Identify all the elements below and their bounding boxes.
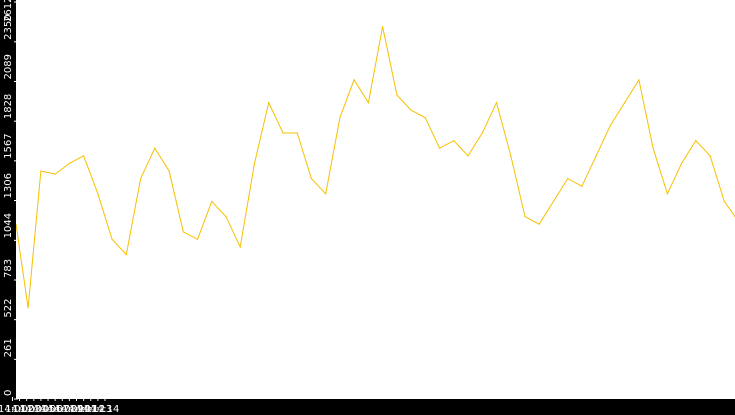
data-point [27,307,29,309]
data-point [268,102,270,104]
x-tick-label: 14:02 [5,404,34,415]
data-point [325,193,327,195]
data-point [510,155,512,157]
y-axis-bar [0,0,16,415]
data-point [68,162,70,164]
y-tick-label: 1828 [3,94,14,119]
data-point [196,238,199,240]
data-point [225,216,227,218]
y-tick-label: 2350 [3,14,14,39]
data-point [140,178,142,180]
x-tick-label: 14:14 [91,404,120,415]
x-tick-label: 14:07 [41,404,70,415]
x-tick-label: 14:05 [27,404,56,415]
y-tick-label: 2612 [3,0,14,22]
series-line-0 [15,26,735,308]
data-point [609,124,612,126]
data-point [567,178,569,180]
data-point [367,102,369,104]
x-tick-label: 14:12 [76,404,105,415]
data-point [382,26,384,28]
data-point [310,178,312,180]
data-point [54,173,56,175]
data-point [168,170,170,172]
x-axis-bar [0,399,735,415]
data-point [239,246,241,248]
data-point [666,193,669,195]
data-point [211,200,213,202]
y-tick-label: 1567 [3,133,14,158]
y-tick-label: 522 [3,299,14,318]
data-point [723,200,725,202]
data-point [581,185,583,187]
x-tick-label: 14:04 [19,404,48,415]
data-point [125,254,127,256]
data-point [524,216,526,218]
x-tick-label: 14:09 [55,404,84,415]
y-tick-label: 2089 [3,54,14,79]
data-point [495,102,498,104]
data-point [552,200,555,202]
data-point [624,102,626,104]
data-point [353,79,355,81]
x-tick-label: 14:10 [62,404,91,415]
y-tick-label: 261 [3,338,14,357]
data-point [424,117,426,119]
x-axis-ticks: 14:0114:0214:0314:0414:0514:0614:0714:08… [0,397,119,415]
x-tick-label: 14:03 [12,404,41,415]
data-point [182,231,184,233]
data-point [638,79,640,81]
data-point [453,140,455,142]
x-tick-label: 14:01 [0,404,27,415]
data-point [396,94,398,96]
data-point [97,193,99,195]
data-point [40,170,42,172]
series-layer [15,26,735,309]
data-point [595,155,597,157]
data-point [481,132,483,134]
data-point [111,238,113,240]
data-point [296,132,298,134]
data-point [467,155,469,157]
data-point [652,147,654,149]
data-point [339,117,341,119]
data-point [695,140,697,142]
y-tick-label: 1044 [3,213,14,238]
data-point [681,162,683,164]
data-point [709,155,711,157]
y-tick-label: 783 [3,259,14,278]
y-tick-label: 1306 [3,173,14,198]
x-tick-label: 14:11 [69,404,98,415]
data-point [538,223,540,225]
data-point [154,147,156,149]
x-tick-label: 14:13 [83,404,112,415]
data-point [439,147,441,149]
y-tick-label: 0 [3,390,14,396]
data-point [282,132,284,134]
data-point [83,155,85,157]
data-point [410,109,412,111]
x-tick-label: 14:08 [48,404,77,415]
x-tick-label: 14:06 [34,404,63,415]
data-point [253,162,256,164]
